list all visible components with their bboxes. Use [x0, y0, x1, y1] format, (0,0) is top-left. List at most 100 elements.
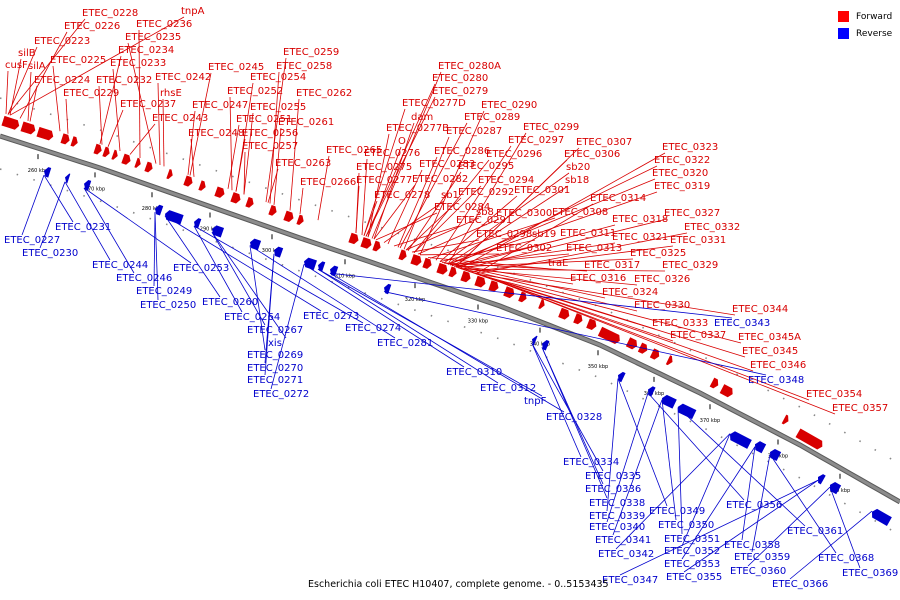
reverse-gene-label: ETEC_0267 [247, 325, 303, 336]
forward-leader-line [399, 122, 468, 249]
reverse-gene [155, 204, 164, 216]
forward-gene [436, 262, 448, 275]
reverse-gene-label: ETEC_0340 [589, 522, 645, 533]
reverse-gene-label: ETEC_0250 [140, 300, 196, 311]
forward-leader-line [107, 109, 124, 147]
forward-gene-label: ETEC_0292 [458, 187, 514, 198]
forward-gene-label: ETEC_0357 [832, 403, 888, 414]
forward-leader-line [449, 253, 570, 266]
reverse-leader-line [164, 215, 322, 312]
reverse-gene-label: ETEC_0281 [377, 338, 433, 349]
forward-leader-line [439, 239, 536, 262]
reverse-gene-label: ETEC_0230 [22, 248, 78, 259]
forward-gene-label: sb1 [441, 190, 459, 201]
reverse-dotted-guide [0, 168, 900, 536]
forward-leader-line [157, 82, 161, 166]
reverse-leader-line [612, 399, 663, 536]
reverse-leader-line [741, 446, 756, 541]
forward-leader-line [373, 184, 416, 240]
reverse-leader-line [83, 187, 192, 264]
forward-leader-line [459, 268, 638, 286]
forward-gene [625, 337, 638, 350]
forward-gene-label: ETEC_0277B [386, 123, 449, 134]
forward-gene [719, 384, 733, 398]
forward-gene-label: O [398, 136, 406, 147]
forward-leader-line [299, 187, 304, 215]
forward-leader-line [397, 156, 438, 248]
forward-gene [372, 240, 381, 252]
forward-leader-line [407, 171, 462, 251]
reverse-gene-label: ETEC_0274 [345, 323, 401, 334]
forward-swatch [838, 11, 849, 22]
genome-backbone [0, 134, 900, 504]
reverse-leader-line [153, 212, 156, 287]
forward-leader-line [363, 108, 406, 236]
forward-leader-line [387, 169, 423, 245]
forward-gene [93, 143, 102, 155]
forward-leader-line [441, 261, 606, 299]
reverse-leader-line [64, 181, 111, 261]
reverse-leader-line [164, 215, 221, 298]
forward-gene [597, 326, 620, 345]
forward-gene-label: ETEC_0235 [125, 32, 181, 43]
forward-gene-label: ETEC_0289 [464, 112, 520, 123]
legend: Forward Reverse [838, 8, 898, 42]
forward-gene-label: ETEC_0229 [63, 88, 119, 99]
reverse-gene-label: ETEC_0246 [116, 273, 172, 284]
reverse-leader-line [769, 454, 837, 554]
forward-leader-line [403, 136, 450, 250]
forward-leader-line [427, 257, 552, 270]
forward-gene-label: ETEC_0345 [742, 346, 798, 357]
forward-gene-label: ETEC_0248 [188, 128, 244, 139]
reverse-swatch [838, 28, 849, 39]
forward-leader-line [405, 217, 480, 251]
forward-gene-label: silA [28, 61, 46, 72]
reverse-leader-line [317, 268, 499, 384]
forward-gene-label: ETEC_0236 [136, 19, 192, 30]
forward-gene [70, 136, 78, 147]
forward-gene-label: ETEC_0329 [662, 260, 718, 271]
forward-gene-label: ETEC_0284 [434, 202, 490, 213]
reverse-leader-line [619, 479, 819, 576]
forward-gene [410, 254, 422, 266]
forward-leader-line [413, 159, 490, 254]
forward-gene-label: ETEC_0282 [412, 174, 468, 185]
forward-gene-label: ETEC_0300 [496, 208, 552, 219]
reverse-leader-line [789, 510, 873, 580]
reverse-gene [532, 335, 538, 346]
forward-gene-label: ETEC_0326 [634, 274, 690, 285]
forward-gene [398, 249, 407, 261]
forward-leader-line [7, 18, 86, 115]
forward-leader-line [273, 127, 282, 205]
forward-gene-label: ETEC_0333 [652, 318, 708, 329]
forward-gene-label: ETEC_0320 [652, 168, 708, 179]
reverse-leader-line [249, 245, 266, 351]
forward-gene-label: ETEC_0223 [34, 36, 90, 47]
reverse-leader-line [39, 181, 66, 249]
forward-gene-label: ETEC_0261 [278, 117, 334, 128]
forward-leader-line [455, 159, 568, 268]
reverse-leader-line [193, 225, 364, 324]
reverse-leader-line [264, 253, 275, 376]
forward-gene-label: ETEC_0325 [630, 248, 686, 259]
forward-leader-line [112, 68, 121, 152]
forward-gene-label: ETEC_0297 [508, 135, 564, 146]
forward-gene [36, 126, 54, 141]
reverse-gene [542, 340, 550, 351]
forward-gene-label: ETEC_0332 [684, 222, 740, 233]
forward-leader-line [229, 96, 233, 191]
reverse-leader-line [615, 433, 731, 550]
reverse-leader-line [661, 399, 677, 521]
reverse-gene-label: xis [268, 338, 282, 349]
forward-gene-label: ETEC_0346 [750, 360, 806, 371]
forward-leader-line [65, 98, 69, 134]
forward-gene-label: ETEC_0302 [496, 243, 552, 254]
forward-leader-line [9, 16, 185, 116]
forward-gene-label: ETEC_0243 [152, 113, 208, 124]
forward-leader-line [190, 138, 195, 177]
forward-gene-label: cusF [5, 60, 28, 71]
forward-gene-label: ETEC_0224 [34, 75, 90, 86]
forward-gene-label: ETEC_0344 [732, 304, 788, 315]
forward-leader-line [127, 42, 157, 164]
